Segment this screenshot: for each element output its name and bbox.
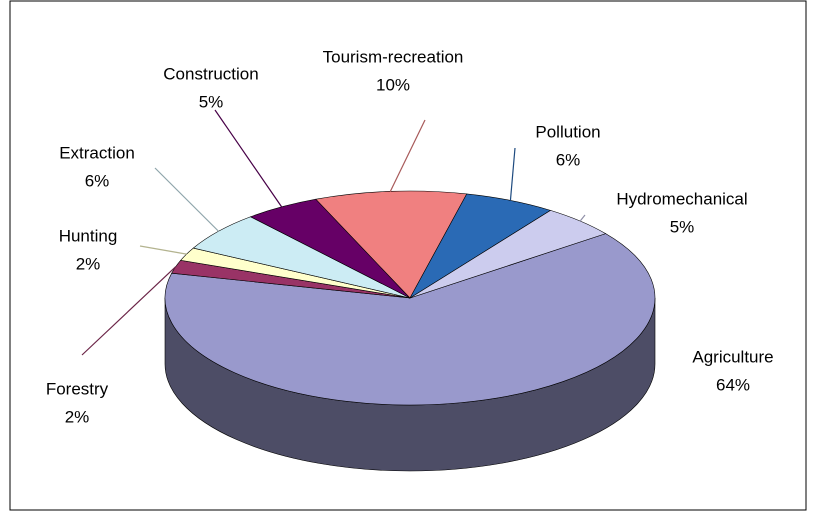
- slice-top: [164, 233, 656, 406]
- leader-line: [139, 245, 187, 255]
- category-label: Extraction: [59, 143, 135, 162]
- value-label: 2%: [76, 254, 101, 273]
- leader-line: [214, 109, 283, 208]
- leader-line: [81, 266, 177, 356]
- value-label: 6%: [85, 171, 110, 190]
- leader-line: [579, 214, 586, 222]
- pie-slice: [315, 190, 468, 299]
- slice-top: [315, 190, 468, 299]
- category-label: Hunting: [59, 226, 118, 245]
- value-label: 2%: [65, 407, 90, 426]
- value-label: 5%: [670, 217, 695, 236]
- leader-line: [389, 119, 426, 192]
- category-label: Construction: [163, 64, 258, 83]
- category-label: Agriculture: [692, 347, 773, 366]
- pie-slice: [409, 210, 607, 299]
- category-label: Hydromechanical: [616, 189, 747, 208]
- leader-line: [509, 147, 516, 201]
- value-label: 5%: [199, 92, 224, 111]
- value-label: 10%: [376, 75, 410, 94]
- leader-line: [154, 167, 219, 232]
- slice-top: [409, 210, 607, 299]
- category-label: Tourism-recreation: [323, 47, 464, 66]
- value-label: 6%: [556, 150, 581, 169]
- category-label: Pollution: [535, 122, 600, 141]
- pie-slice: [164, 233, 656, 472]
- category-label: Forestry: [46, 379, 109, 398]
- value-label: 64%: [716, 375, 750, 394]
